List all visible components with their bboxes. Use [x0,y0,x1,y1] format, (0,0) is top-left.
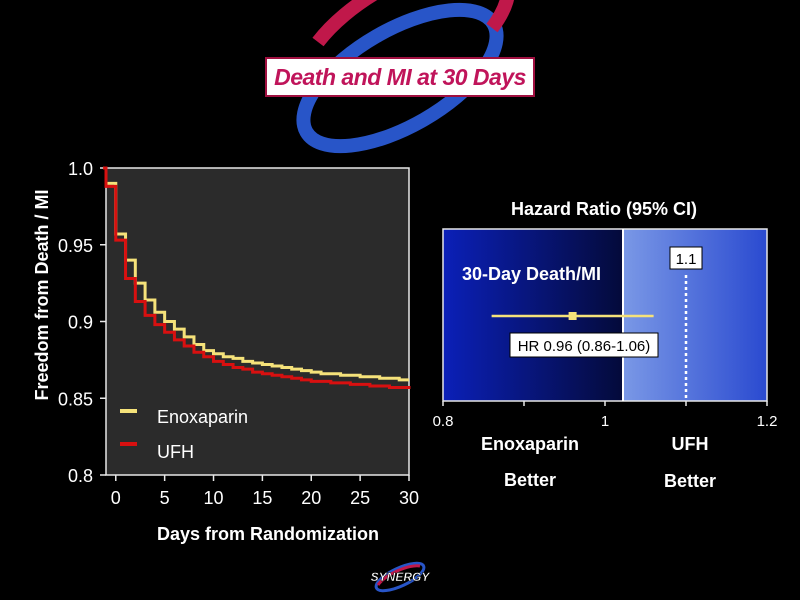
km-y-tick-label: 0.8 [68,466,93,486]
forest-hr-label-box [509,332,659,358]
km-y-tick-label: 1.0 [68,159,93,179]
forest-x-tick-label: 0.8 [433,413,454,430]
forest-hr-label: HR 0.96 (0.86-1.06) [518,338,651,355]
km-y-tick-label: 0.9 [68,313,93,333]
km-x-tick-label: 15 [252,488,272,508]
km-y-tick-label: 0.95 [58,236,93,256]
forest-left-label-line2: Better [504,470,556,490]
km-series-line-enoxaparin [103,166,409,382]
km-x-tick-label: 0 [111,488,121,508]
title-ellipse-logo [296,0,514,154]
slide-title-box: Death and MI at 30 Days [265,57,535,97]
forest-plot: Hazard Ratio (95% CI) 1.1 30-Day Death/M… [433,199,778,491]
forest-left-label-line1: Enoxaparin [481,434,579,454]
forest-x-tick-label: 1.2 [757,413,778,430]
km-x-tick-label: 10 [204,488,224,508]
km-x-axis-label: Days from Randomization [157,524,379,544]
forest-reference-label: 1.1 [676,251,697,268]
km-x-tick-label: 30 [399,488,419,508]
km-x-tick-label: 20 [301,488,321,508]
km-x-tick-label: 5 [160,488,170,508]
km-chart: 1.0 0.95 0.9 0.85 0.8 0 5 10 15 20 25 30 Days from… [32,159,419,544]
synergy-logo-text: SYNERGY [371,570,431,584]
legend-label-enoxaparin: Enoxaparin [157,407,248,427]
km-plot-area [105,167,410,476]
forest-x-tick-label: 1 [601,413,609,430]
km-series-line-ufh [103,166,411,390]
km-y-axis-label: Freedom from Death / MI [32,189,52,400]
forest-title: Hazard Ratio (95% CI) [511,199,697,219]
forest-right-label-line1: UFH [672,434,709,454]
km-x-tick-label: 25 [350,488,370,508]
forest-hr-point [568,312,577,320]
forest-reference-label-box [669,246,703,270]
legend-label-ufh: UFH [157,442,194,462]
forest-right-label-line2: Better [664,471,716,491]
forest-row-label: 30-Day Death/MI [462,264,601,284]
km-y-tick-label: 0.85 [58,389,93,409]
synergy-logo: SYNERGY [370,561,431,593]
km-legend: Enoxaparin UFH [120,407,248,462]
slide-title: Death and MI at 30 Days [274,63,526,90]
